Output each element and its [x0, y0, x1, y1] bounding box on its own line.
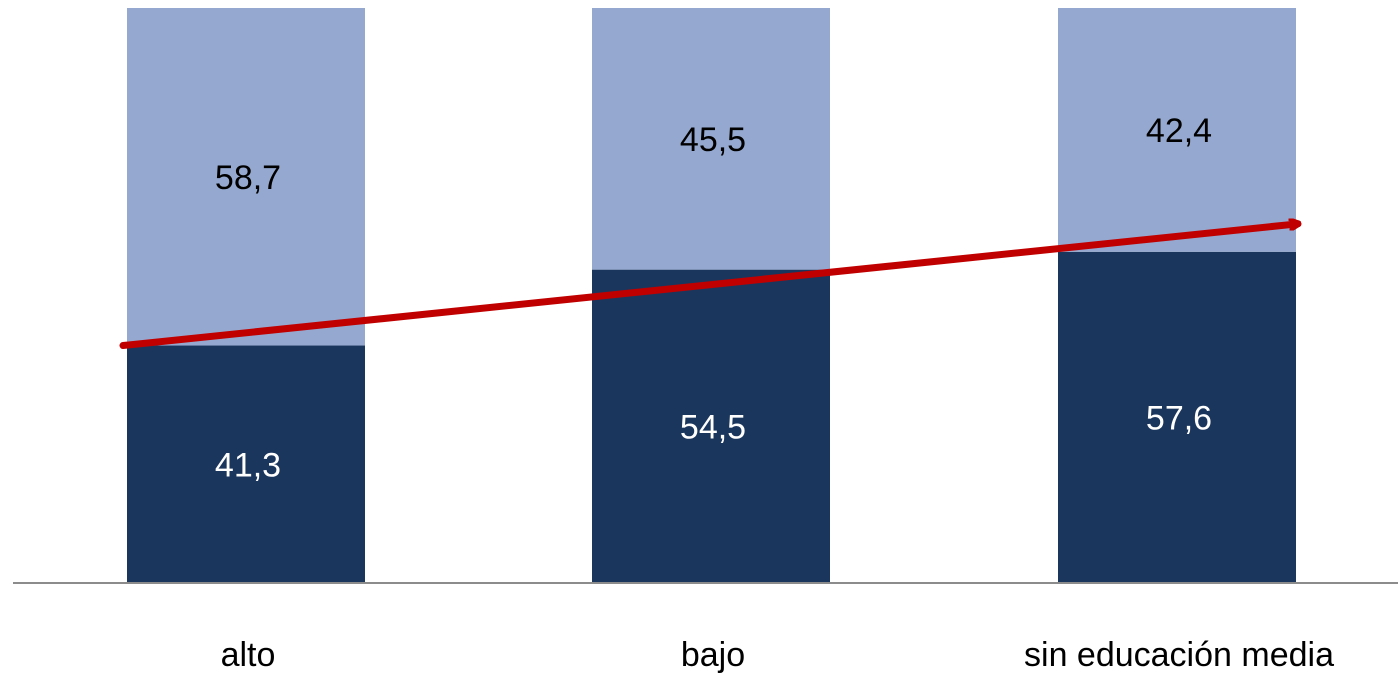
bar-segment-upper-3 [1058, 8, 1296, 252]
data-label-upper-3: 42,4 [1146, 112, 1212, 150]
bar-segment-lower-3 [1058, 251, 1296, 584]
data-label-upper-2: 45,5 [680, 121, 746, 159]
data-label-lower-3: 57,6 [1146, 399, 1212, 437]
trend-arrow [119, 224, 1298, 350]
data-label-lower-2: 54,5 [680, 408, 746, 446]
data-label-upper-1: 58,7 [215, 159, 281, 197]
bar-segment-lower-1 [127, 345, 365, 583]
bar-labels-layer: 41,3 58,7 54,5 45,5 57,6 42,4 [215, 112, 1212, 484]
category-label-1: alto [221, 636, 276, 674]
category-labels-layer: alto bajo sin educación media [221, 636, 1334, 674]
category-label-3: sin educación media [1024, 636, 1334, 674]
data-label-lower-1: 41,3 [215, 446, 281, 484]
bar-segment-lower-2 [592, 269, 830, 583]
category-label-2: bajo [681, 636, 745, 674]
bar-segment-upper-1 [127, 8, 365, 346]
bar-segment-upper-2 [592, 8, 830, 270]
bars-layer [127, 8, 1296, 584]
